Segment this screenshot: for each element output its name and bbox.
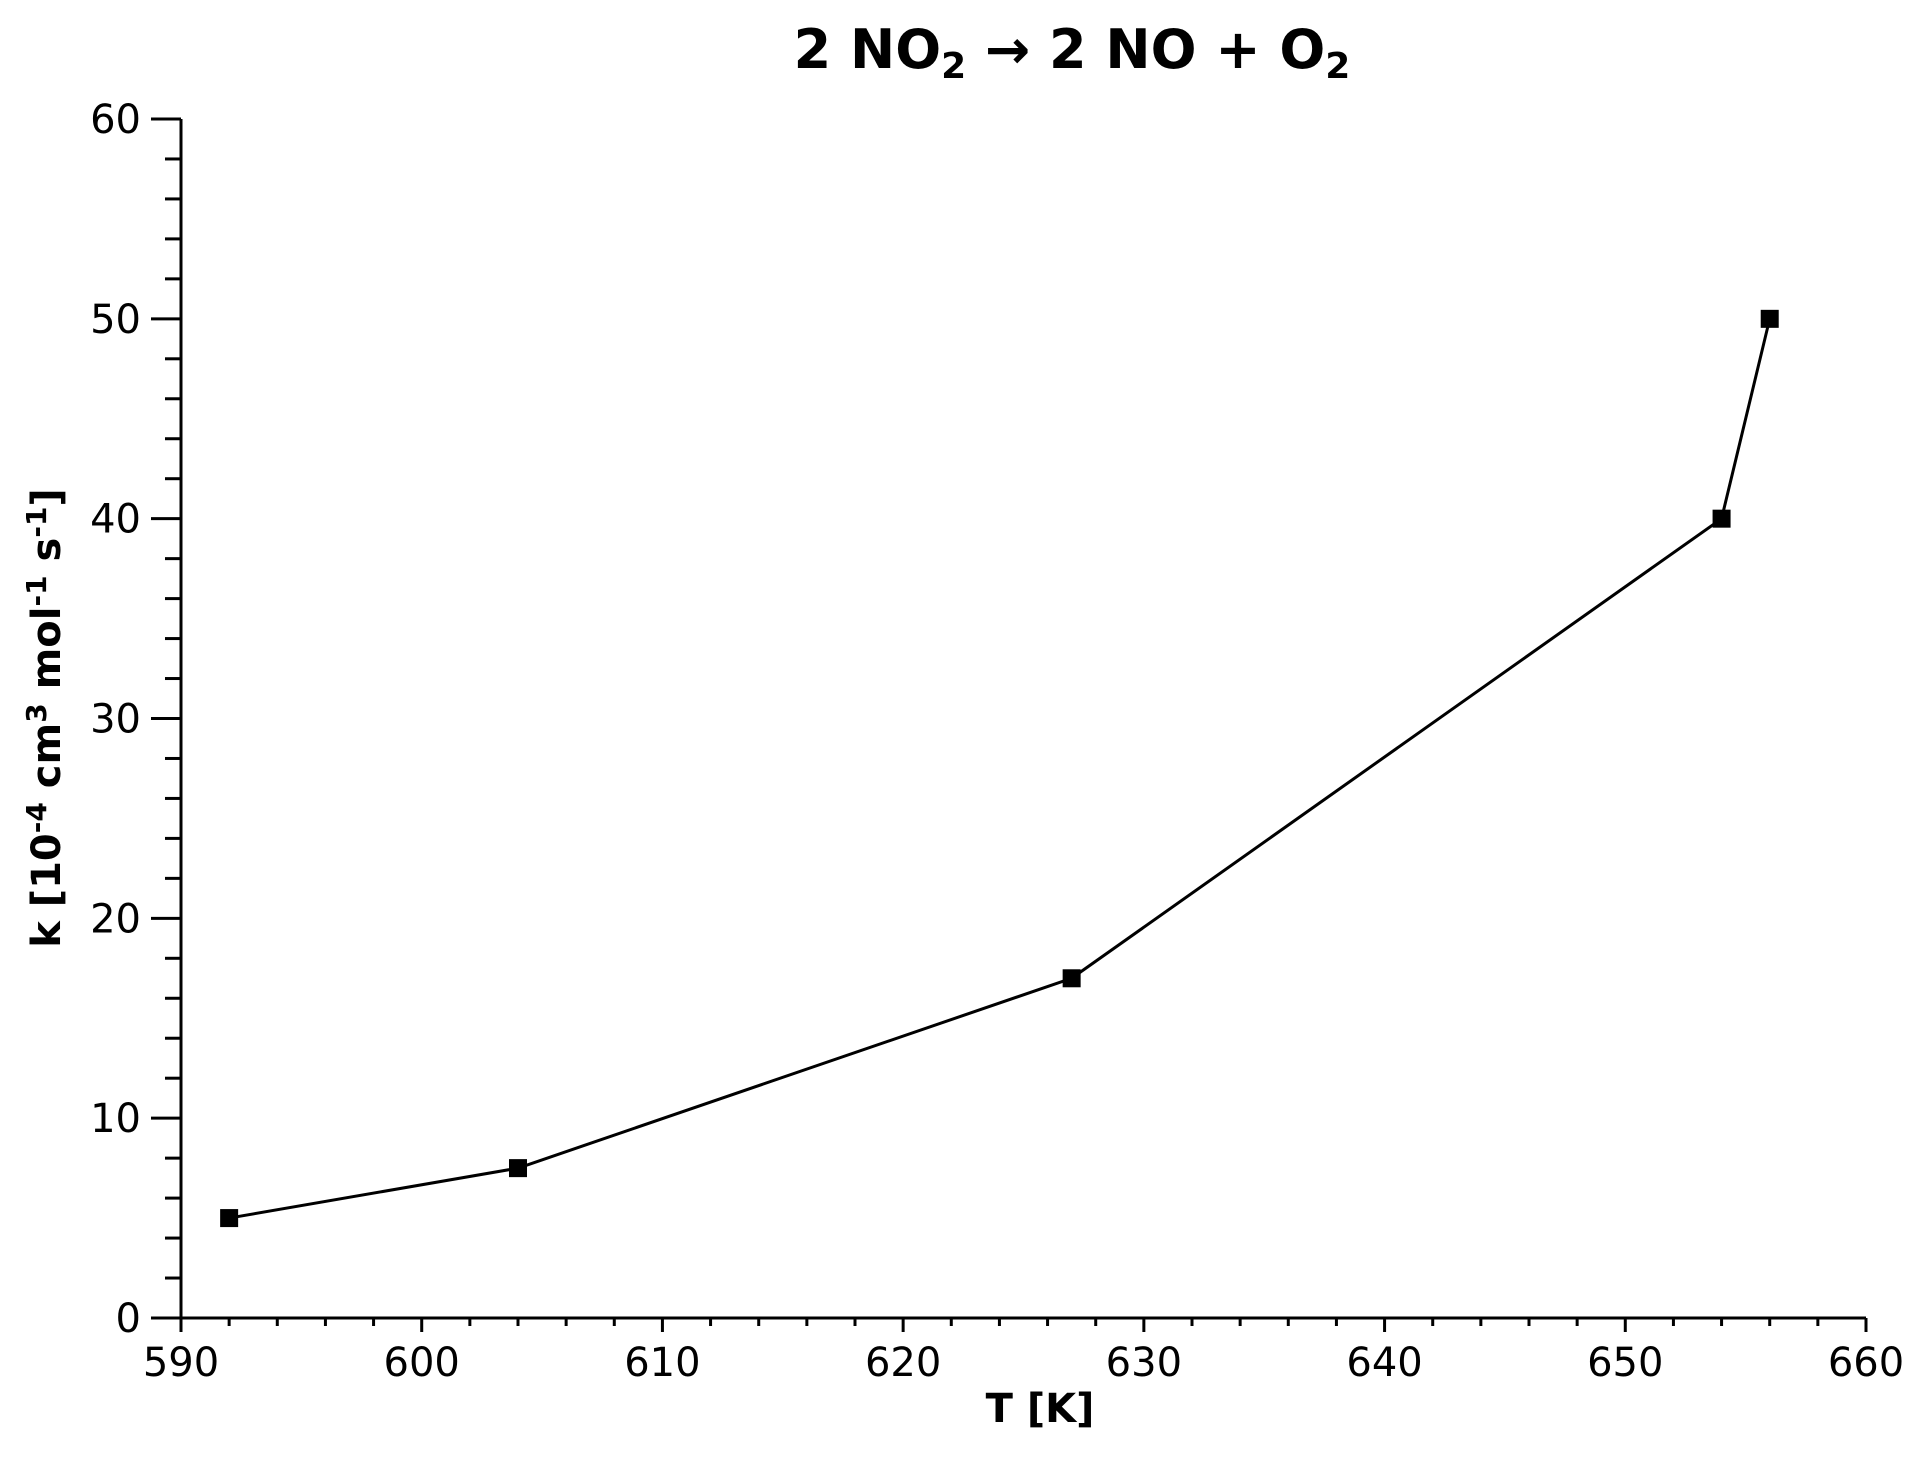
y-axis-label: k [10-4 cm3 mol-1 s-1] (20, 488, 70, 947)
y-tick-label: 50 (90, 297, 141, 343)
x-tick-label: 630 (1106, 1340, 1182, 1386)
y-axis-label-part: s (24, 538, 70, 576)
y-axis-label-part: 3 (20, 703, 53, 722)
title-part: → 2 NO + O (966, 18, 1325, 81)
y-tick-label: 40 (90, 497, 141, 543)
x-tick-label: 660 (1828, 1340, 1904, 1386)
title-part: 2 (941, 46, 966, 87)
data-point-marker (509, 1159, 527, 1178)
y-tick-label: 0 (116, 1296, 141, 1342)
y-tick-label: 10 (90, 1096, 141, 1142)
y-axis-label-part: k [10 (24, 833, 70, 947)
y-tick-label: 30 (90, 697, 141, 743)
y-axis-label-part: -4 (20, 802, 53, 833)
x-tick-label: 650 (1587, 1340, 1663, 1386)
chart-title: 2 NO2 → 2 NO + O2 (794, 18, 1351, 87)
x-tick-label: 590 (143, 1340, 219, 1386)
y-tick-label: 60 (90, 97, 141, 143)
y-axis-label-part: -1 (20, 575, 53, 606)
y-tick-label: 20 (90, 896, 141, 942)
x-tick-label: 620 (865, 1340, 941, 1386)
x-axis-label: T [K] (986, 1386, 1095, 1432)
y-axis-label-part: ] (24, 488, 70, 506)
series-line (228, 318, 1772, 1220)
data-point-marker (1760, 309, 1779, 328)
y-axis-label-part: -1 (20, 507, 53, 538)
y-axis-label-part: cm (24, 723, 70, 802)
x-tick-label: 610 (624, 1340, 700, 1386)
x-tick-label: 600 (384, 1340, 460, 1386)
series-layer (220, 309, 1779, 1228)
axes: 590 600 610 620 630 640 650 660 0 10 20 30 40 50 60 (90, 97, 1904, 1386)
data-point-marker (220, 1209, 239, 1228)
y-axis-label-part: mol (24, 607, 70, 704)
title-part: 2 (1325, 46, 1350, 87)
title-part: 2 NO (794, 18, 941, 81)
data-point-marker (1062, 969, 1081, 988)
data-point-marker (1712, 509, 1731, 528)
x-tick-label: 640 (1346, 1340, 1422, 1386)
